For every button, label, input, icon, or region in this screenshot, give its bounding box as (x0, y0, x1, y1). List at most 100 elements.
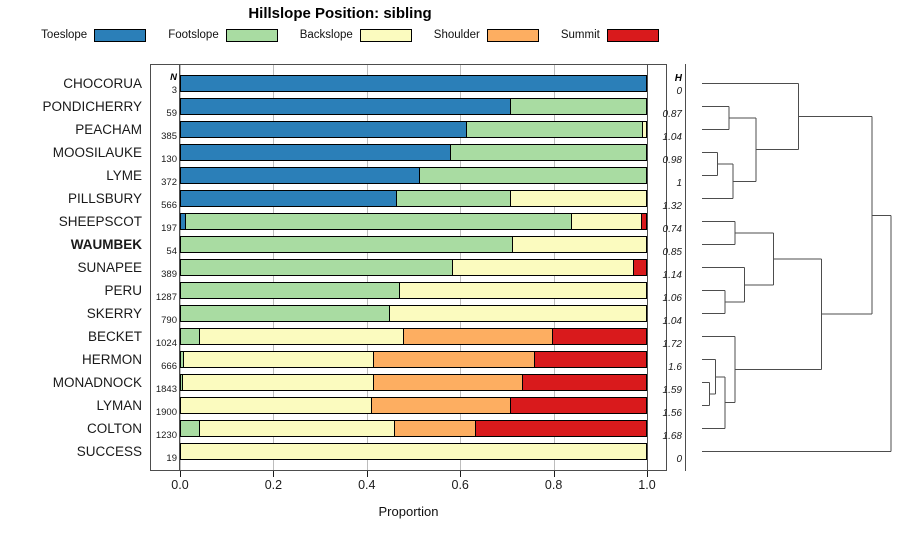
bar-segment-toeslope (181, 99, 512, 114)
h-value: 1.72 (662, 338, 682, 350)
bar-segment-shoulder (394, 421, 477, 436)
legend-item-summit: Summit (560, 28, 659, 42)
bar-segment-summit (552, 329, 646, 344)
stacked-bars (180, 64, 647, 471)
bar-segment-footslope (181, 260, 454, 275)
axis-tick (460, 471, 462, 477)
legend-label: Toeslope (41, 29, 88, 41)
n-value: 385 (161, 130, 177, 142)
n-value: 790 (161, 314, 177, 326)
bar-segment-backslope (199, 329, 405, 344)
legend-swatch-icon (486, 28, 539, 42)
n-value: 1843 (155, 383, 177, 395)
category-label-success: SUCCESS (76, 443, 142, 459)
category-label-hermon: HERMON (82, 351, 142, 367)
category-label-monadnock: MONADNOCK (52, 374, 142, 390)
n-column: N 3 59 385 130 372 566 197 54 389 1287 790 1024 666 18… (151, 64, 180, 471)
bar-peru (180, 282, 647, 299)
bar-segment-backslope (453, 260, 635, 275)
h-value: 1.06 (662, 292, 682, 304)
bar-becket (180, 328, 647, 345)
bar-segment-backslope (511, 191, 646, 206)
bar-segment-backslope (181, 444, 646, 459)
bar-segment-summit (522, 375, 646, 390)
n-column-header: N (170, 72, 177, 83)
bar-segment-backslope (390, 306, 646, 321)
bar-segment-footslope (420, 168, 646, 183)
bar-segment-footslope (181, 421, 200, 436)
axis-tick (180, 471, 181, 477)
h-column: H 0 0.87 1.04 0.98 1 1.32 0.74 0.85 1.14 1.06 1.04 1… (648, 64, 686, 471)
bar-pondicherry (180, 98, 647, 115)
bar-segment-toeslope (181, 214, 186, 229)
bar-segment-backslope (183, 352, 375, 367)
category-axis-labels: CHOCORUA PONDICHERRY PEACHAM MOOSILAUKE LYME… (0, 64, 146, 471)
n-value: 1900 (155, 406, 177, 418)
bar-segment-toeslope (181, 168, 421, 183)
legend-item-toeslope: Toeslope (41, 28, 147, 42)
bar-segment-shoulder (373, 375, 523, 390)
bar-lyme (180, 167, 647, 184)
legend-swatch-icon (606, 28, 659, 42)
legend-label: Summit (560, 29, 600, 41)
legend-item-footslope: Footslope (168, 28, 278, 42)
bar-segment-footslope (450, 145, 646, 160)
h-value: 1 (676, 177, 682, 189)
bar-segment-toeslope (181, 191, 398, 206)
category-label-moosilauke: MOOSILAUKE (52, 144, 142, 160)
bar-segment-footslope (181, 283, 400, 298)
h-value: 1.56 (662, 407, 682, 419)
bar-segment-toeslope (181, 122, 467, 137)
h-value: 1.04 (662, 131, 682, 143)
axis-tick-label: 0.0 (171, 478, 189, 492)
category-label-sunapee: SUNAPEE (77, 259, 142, 275)
bar-moosilauke (180, 144, 647, 161)
legend-swatch-icon (359, 28, 412, 42)
h-column-divider-left (647, 64, 648, 471)
axis-tick-label: 0.4 (358, 478, 376, 492)
dendrogram (690, 60, 900, 480)
bar-segment-summit (534, 352, 646, 367)
bar-skerry (180, 305, 647, 322)
bar-segment-backslope (399, 283, 646, 298)
bar-segment-toeslope (181, 145, 451, 160)
n-column-divider (179, 64, 180, 471)
x-axis: 0.0 0.2 0.4 0.6 0.8 1.0 (171, 471, 656, 492)
axis-tick-label: 0.8 (544, 478, 563, 492)
n-value: 19 (166, 452, 177, 464)
n-value: 666 (161, 360, 177, 372)
bar-colton (180, 420, 647, 437)
bar-chocorua (180, 75, 647, 92)
bar-segment-footslope (511, 99, 646, 114)
n-value: 372 (161, 176, 177, 188)
h-value: 1.04 (662, 315, 682, 327)
bar-sheepscot (180, 213, 647, 230)
category-label-peru: PERU (104, 282, 142, 298)
bar-hermon (180, 351, 647, 368)
axis-tick-label: 1.0 (638, 478, 656, 492)
legend: Toeslope Footslope Backslope Shoulder Summit (0, 26, 700, 44)
bar-segment-summit (476, 421, 646, 436)
page-title: Hillslope Position: sibling (248, 5, 432, 22)
category-label-skerry: SKERRY (86, 305, 142, 321)
h-value: 1.59 (662, 384, 682, 396)
category-label-waumbek: WAUMBEK (70, 236, 142, 252)
legend-item-shoulder: Shoulder (434, 28, 539, 42)
n-value: 59 (166, 107, 177, 119)
h-value: 1.32 (662, 200, 682, 212)
bar-waumbek (180, 236, 647, 253)
category-label-pondicherry: PONDICHERRY (42, 98, 142, 114)
n-value: 130 (161, 153, 177, 165)
legend-label: Backslope (299, 29, 353, 41)
bar-segment-summit (642, 214, 646, 229)
bar-segment-footslope (181, 352, 184, 367)
bar-segment-shoulder (374, 352, 535, 367)
legend-label: Footslope (168, 29, 219, 41)
bar-segment-backslope (642, 122, 646, 137)
bar-segment-shoulder (404, 329, 553, 344)
bar-segment-backslope (183, 375, 374, 390)
h-value: 1.6 (668, 361, 682, 373)
h-value: 1.68 (662, 430, 682, 442)
h-value: 0 (676, 85, 682, 97)
